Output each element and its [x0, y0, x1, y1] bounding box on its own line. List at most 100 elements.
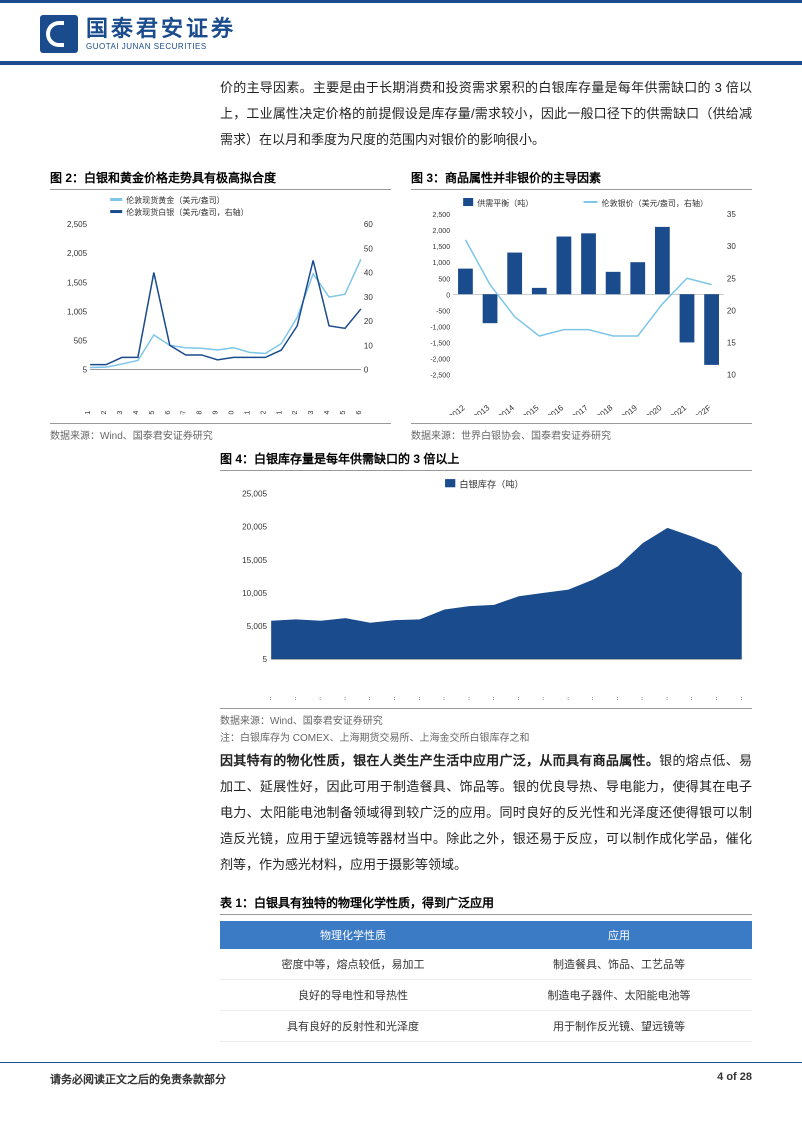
report-header: 国泰君安证券 GUOTAI JUNAN SECURITIES	[0, 3, 802, 65]
fig4-title: 图 4：白银库存量是每年供需缺口的 3 倍以上	[220, 450, 752, 471]
svg-text:2019: 2019	[620, 403, 640, 415]
table-row: 良好的导电性和导热性制造电子器件、太阳能电池等	[220, 979, 752, 1010]
svg-text:2014-04: 2014-04	[324, 411, 331, 415]
table-row: 具有良好的反射性和光泽度用于制作反光镜、望远镜等	[220, 1010, 752, 1041]
table-row: 密度中等，熔点较低，易加工制造餐具、饰品、工艺品等	[220, 949, 752, 980]
svg-text:15: 15	[727, 338, 736, 347]
svg-text:15,005: 15,005	[242, 555, 267, 564]
svg-text:2013: 2013	[472, 403, 492, 415]
svg-text:2017-05: 2017-05	[340, 411, 347, 415]
svg-text:50: 50	[364, 244, 373, 253]
svg-text:2014…: 2014…	[315, 696, 323, 700]
svg-text:1986-07: 1986-07	[181, 411, 188, 415]
svg-text:40: 40	[364, 269, 373, 278]
svg-text:25,005: 25,005	[242, 489, 267, 498]
svg-text:2020-06: 2020-06	[356, 411, 363, 415]
svg-text:1989-08: 1989-08	[197, 411, 204, 415]
svg-text:2008-02: 2008-02	[292, 411, 299, 415]
svg-text:1,000: 1,000	[433, 260, 451, 267]
svg-text:2020: 2020	[644, 403, 664, 415]
svg-text:20,005: 20,005	[242, 522, 267, 531]
th-1: 应用	[486, 921, 752, 949]
svg-text:25: 25	[727, 274, 736, 283]
svg-text:1980-05: 1980-05	[149, 411, 156, 415]
svg-text:2022…: 2022…	[711, 696, 719, 700]
svg-text:2016…: 2016…	[414, 696, 422, 700]
svg-text:2,005: 2,005	[67, 249, 88, 258]
svg-text:60: 60	[364, 220, 373, 229]
svg-text:1,005: 1,005	[67, 307, 88, 316]
svg-text:2021…: 2021…	[686, 696, 694, 700]
svg-text:2019…: 2019…	[587, 696, 595, 700]
svg-text:2001-12: 2001-12	[260, 411, 267, 415]
table1: 物理化学性质 应用 密度中等，熔点较低，易加工制造餐具、饰品、工艺品等良好的导电…	[220, 921, 752, 1042]
svg-text:-500: -500	[436, 308, 450, 315]
paragraph-1: 价的主导因素。主要是由于长期消费和投资需求累积的白银库存量是每年供需缺口的 3 …	[220, 75, 752, 153]
svg-text:2022…: 2022…	[736, 696, 744, 700]
svg-text:0: 0	[364, 366, 369, 375]
svg-text:5: 5	[83, 366, 88, 375]
svg-text:-2,000: -2,000	[430, 356, 450, 363]
svg-text:10: 10	[364, 341, 373, 350]
svg-text:505: 505	[74, 336, 88, 345]
svg-text:20: 20	[364, 317, 373, 326]
svg-text:供需平衡（吨）: 供需平衡（吨）	[477, 198, 533, 208]
svg-text:35: 35	[727, 210, 736, 219]
svg-text:伦敦现货白银（美元/盎司，右轴）: 伦敦现货白银（美元/盎司，右轴）	[126, 207, 248, 217]
svg-text:-1,500: -1,500	[430, 340, 450, 347]
svg-text:10,005: 10,005	[242, 589, 267, 598]
fig4-note: 注：白银库存为 COMEX、上海期货交易所、上海金交所白银库存之和	[220, 729, 752, 744]
svg-text:2015: 2015	[521, 403, 541, 415]
paragraph-2: 因其特有的物化性质，银在人类生产生活中应用广泛，从而具有商品属性。银的熔点低、易…	[220, 748, 752, 878]
footer-right: 4 of 28	[717, 1071, 752, 1087]
svg-text:伦敦银价（美元/盎司，右轴）: 伦敦银价（美元/盎司，右轴）	[602, 198, 708, 208]
footer-left: 请务必阅读正文之后的免责条款部分	[50, 1071, 226, 1087]
svg-text:1977-04: 1977-04	[133, 411, 140, 415]
svg-text:2018…: 2018…	[538, 696, 546, 700]
svg-text:2015…: 2015…	[364, 696, 372, 700]
svg-text:2013…: 2013…	[265, 696, 273, 700]
svg-text:2020…: 2020…	[637, 696, 645, 700]
logo-cn: 国泰君安证券	[86, 18, 236, 40]
para2-bold: 因其特有的物化性质，银在人类生产生活中应用广泛，从而具有商品属性。	[220, 753, 659, 768]
svg-text:1995-10: 1995-10	[228, 411, 235, 415]
svg-text:5,005: 5,005	[247, 622, 268, 631]
logo-en: GUOTAI JUNAN SECURITIES	[86, 42, 236, 51]
svg-text:2018…: 2018…	[513, 696, 521, 700]
svg-text:2017: 2017	[570, 403, 590, 415]
svg-text:2,500: 2,500	[433, 212, 451, 219]
svg-text:2016: 2016	[546, 403, 566, 415]
logo-mark	[40, 15, 78, 53]
svg-text:2019…: 2019…	[562, 696, 570, 700]
fig2-chart: 伦敦现货黄金（美元/盎司）伦敦现货白银（美元/盎司，右轴）55051,0051,…	[50, 194, 391, 415]
svg-text:2013…: 2013…	[290, 696, 298, 700]
svg-text:0: 0	[446, 292, 450, 299]
svg-text:30: 30	[364, 293, 373, 302]
svg-text:2021: 2021	[669, 403, 689, 415]
svg-text:2016…: 2016…	[439, 696, 447, 700]
para2-rest: 银的熔点低、易加工、延展性好，因此可用于制造餐具、饰品等。银的优良导热、导电能力…	[220, 753, 752, 872]
fig2-title: 图 2：白银和黄金价格走势具有极高拟合度	[50, 169, 391, 190]
svg-text:1992-09: 1992-09	[213, 411, 220, 415]
svg-text:2018: 2018	[595, 403, 615, 415]
svg-text:2,000: 2,000	[433, 228, 451, 235]
svg-text:2022F: 2022F	[690, 403, 713, 414]
svg-text:500: 500	[438, 276, 450, 283]
svg-text:2014…: 2014…	[339, 696, 347, 700]
svg-text:2011-03: 2011-03	[308, 411, 315, 415]
svg-text:2012: 2012	[447, 403, 467, 415]
svg-text:1983-06: 1983-06	[165, 411, 172, 415]
svg-text:1968-01: 1968-01	[85, 411, 92, 415]
svg-text:1,500: 1,500	[433, 244, 451, 251]
svg-text:2021…: 2021…	[661, 696, 669, 700]
svg-text:10: 10	[727, 371, 736, 380]
svg-text:-1,000: -1,000	[430, 324, 450, 331]
table1-title: 表 1：白银具有独特的物理化学性质，得到广泛应用	[220, 894, 752, 915]
svg-text:2020…: 2020…	[612, 696, 620, 700]
svg-text:20: 20	[727, 306, 736, 315]
fig3-chart: 供需平衡（吨）伦敦银价（美元/盎司，右轴）-2,500-2,000-1,500-…	[411, 194, 752, 415]
svg-text:白银库存（吨）: 白银库存（吨）	[459, 478, 523, 489]
svg-text:1971-02: 1971-02	[101, 411, 108, 415]
fig3-src: 数据来源：世界白银协会、国泰君安证券研究	[411, 423, 752, 442]
svg-text:1,505: 1,505	[67, 278, 88, 287]
